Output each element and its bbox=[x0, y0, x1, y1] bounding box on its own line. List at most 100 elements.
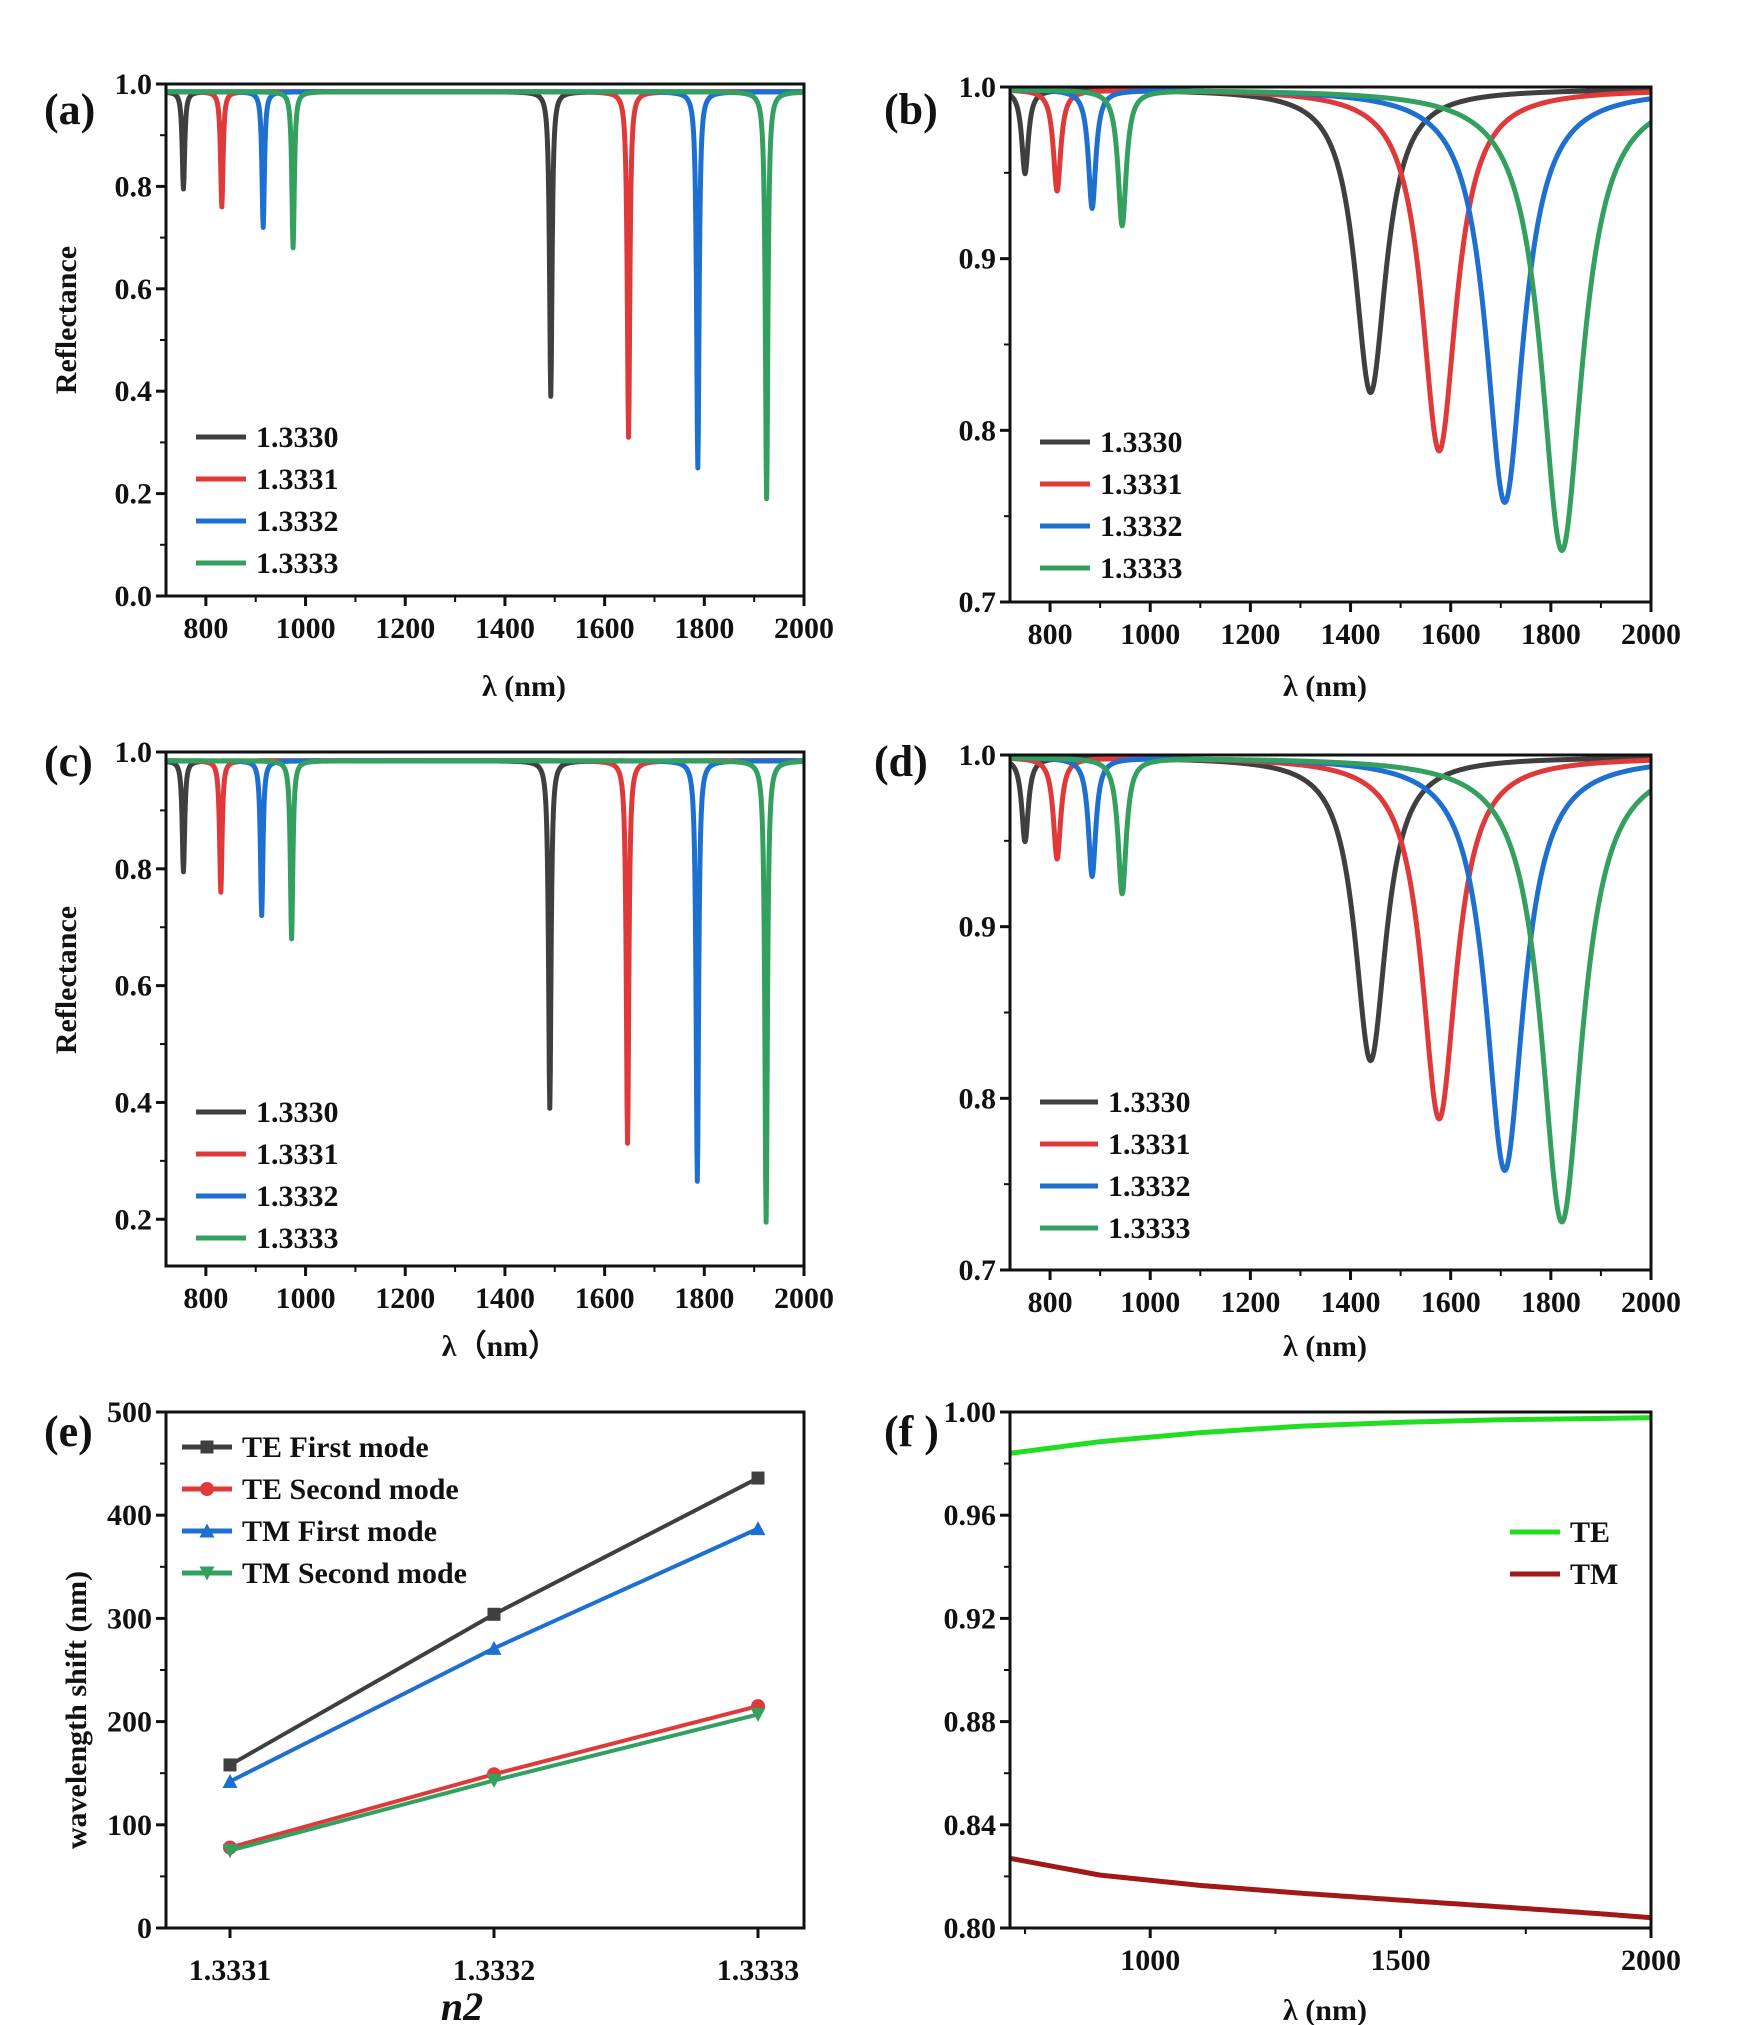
x-tick-label: 1.3333 bbox=[717, 1954, 800, 1987]
x-tick-label: 800 bbox=[183, 612, 228, 645]
x-tick-label: 1400 bbox=[1321, 1286, 1381, 1319]
plot-area bbox=[166, 89, 804, 502]
legend-marker bbox=[199, 1566, 215, 1581]
panel-label: (d) bbox=[874, 737, 928, 786]
panel-label: (b) bbox=[884, 85, 938, 134]
legend-label: 1.3331 bbox=[1100, 468, 1183, 501]
y-tick-label: 0.80 bbox=[944, 1912, 997, 1945]
y-tick-label: 0.2 bbox=[115, 1203, 153, 1236]
y-axis-label: wavelength shift (nm) bbox=[60, 1571, 93, 1849]
y-tick-label: 0.84 bbox=[944, 1809, 997, 1842]
x-tick-label: 1200 bbox=[1220, 1286, 1280, 1319]
legend-label: 1.3331 bbox=[256, 463, 339, 496]
legend-label: 1.3332 bbox=[1108, 1170, 1191, 1203]
chart-1: 800 1000 1200 1400 1600 1800 2000 0.7 0.8 0.9 1.0 1… bbox=[959, 71, 1682, 651]
plot-frame bbox=[1008, 85, 1653, 604]
x-axis-label: n2 bbox=[441, 1984, 483, 2025]
legend-label: TE bbox=[1570, 1516, 1610, 1549]
plot-area bbox=[1010, 755, 1651, 1225]
y-tick-label: 1.0 bbox=[115, 68, 153, 101]
plot-frame bbox=[1008, 753, 1653, 1272]
x-tick-label: 1400 bbox=[475, 1282, 535, 1315]
chart-0: 800 1000 1200 1400 1600 1800 2000 0.0 0.2 0.4 0.6 0… bbox=[115, 68, 835, 645]
series-line-TM bbox=[1010, 1855, 1651, 1921]
y-tick-label: 0.0 bbox=[115, 580, 153, 613]
y-tick-label: 500 bbox=[107, 1396, 152, 1429]
y-tick-label: 0.8 bbox=[959, 414, 997, 447]
y-tick-label: 0.7 bbox=[959, 586, 997, 619]
legend-label: 1.3333 bbox=[1100, 552, 1183, 585]
legend-label: 1.3330 bbox=[1108, 1086, 1191, 1119]
legend-label: 1.3332 bbox=[256, 505, 339, 538]
x-tick-label: 2000 bbox=[1621, 1944, 1681, 1977]
y-tick-label: 0.9 bbox=[959, 911, 997, 944]
legend-label: TM First mode bbox=[242, 1515, 437, 1548]
chart-5: 1000 1500 2000 0.80 0.84 0.88 0.92 0.96 1.00 TE TM bbox=[944, 1396, 1682, 1977]
legend-label: 1.3330 bbox=[256, 1096, 339, 1129]
plot-area bbox=[166, 758, 804, 1225]
y-tick-label: 1.0 bbox=[959, 739, 997, 772]
legend-label: TE First mode bbox=[242, 1431, 429, 1464]
panel-a: (a) λ (nm) Reflectance bbox=[44, 85, 566, 703]
x-tick-label: 1200 bbox=[375, 1282, 435, 1315]
series-line-TE bbox=[1010, 1415, 1651, 1456]
data-point bbox=[222, 1844, 238, 1859]
y-tick-label: 1.00 bbox=[944, 1396, 997, 1429]
y-tick-label: 1.0 bbox=[115, 736, 153, 769]
y-tick-label: 0.88 bbox=[944, 1706, 997, 1739]
data-point bbox=[487, 1607, 501, 1621]
data-point bbox=[751, 1471, 765, 1485]
x-tick-label: 1.3331 bbox=[189, 1954, 272, 1987]
legend-label: 1.3331 bbox=[256, 1138, 339, 1171]
legend-label: 1.3333 bbox=[256, 547, 339, 580]
legend-label: 1.3330 bbox=[1100, 426, 1183, 459]
y-tick-label: 0.6 bbox=[115, 970, 153, 1003]
x-axis-label: λ（nm） bbox=[442, 1329, 558, 1363]
plot-frame bbox=[164, 82, 806, 598]
series-line-1.3330 bbox=[1010, 87, 1651, 396]
series-line-1.3330 bbox=[1010, 755, 1651, 1064]
series-line-1.3333 bbox=[1010, 755, 1651, 1225]
x-axis-label: λ (nm) bbox=[1283, 1994, 1367, 2025]
series-line-1.3331 bbox=[1010, 88, 1651, 454]
chart-3: 800 1000 1200 1400 1600 1800 2000 0.7 0.8 0.9 1.0 1… bbox=[959, 739, 1682, 1319]
panel-d: (d) λ (nm) bbox=[874, 737, 1367, 1363]
panel-c: (c) λ（nm） Reflectance bbox=[44, 737, 558, 1363]
series-line-1.3332 bbox=[166, 89, 804, 471]
plot-area bbox=[222, 1471, 766, 1859]
panel-label: (a) bbox=[44, 85, 95, 134]
series-line-1.3333 bbox=[166, 89, 804, 502]
y-tick-label: 200 bbox=[107, 1706, 152, 1739]
y-tick-label: 0.4 bbox=[115, 1086, 153, 1119]
x-tick-label: 2000 bbox=[1621, 618, 1681, 651]
x-tick-label: 1800 bbox=[674, 1282, 734, 1315]
legend-label: 1.3332 bbox=[256, 1180, 339, 1213]
panel-f: (f ) λ (nm) bbox=[884, 1407, 1367, 2025]
x-tick-label: 1000 bbox=[276, 612, 336, 645]
x-tick-label: 1200 bbox=[375, 612, 435, 645]
y-tick-label: 0.4 bbox=[115, 375, 153, 408]
legend-label: TM bbox=[1570, 1558, 1618, 1591]
legend-label: 1.3333 bbox=[1108, 1212, 1191, 1245]
data-point bbox=[486, 1773, 502, 1788]
y-tick-label: 0.8 bbox=[115, 170, 153, 203]
x-tick-label: 1000 bbox=[1120, 1286, 1180, 1319]
data-point bbox=[222, 1773, 238, 1788]
y-tick-label: 100 bbox=[107, 1809, 152, 1842]
y-axis-label: Reflectance bbox=[50, 246, 83, 394]
legend-marker bbox=[200, 1482, 214, 1496]
y-tick-label: 0.7 bbox=[959, 1254, 997, 1287]
plot-area bbox=[1010, 87, 1651, 554]
x-tick-label: 1600 bbox=[575, 1282, 635, 1315]
x-tick-label: 1800 bbox=[674, 612, 734, 645]
plot-frame bbox=[1008, 1410, 1653, 1930]
data-point bbox=[223, 1758, 237, 1772]
y-axis-label: Reflectance bbox=[50, 906, 83, 1054]
panel-label: (f ) bbox=[884, 1407, 939, 1456]
x-tick-label: 1200 bbox=[1220, 618, 1280, 651]
data-point bbox=[750, 1707, 766, 1722]
x-tick-label: 1800 bbox=[1521, 618, 1581, 651]
x-tick-label: 800 bbox=[1028, 1286, 1073, 1319]
legend-label: TE Second mode bbox=[242, 1473, 459, 1506]
plot-frame bbox=[164, 750, 806, 1268]
